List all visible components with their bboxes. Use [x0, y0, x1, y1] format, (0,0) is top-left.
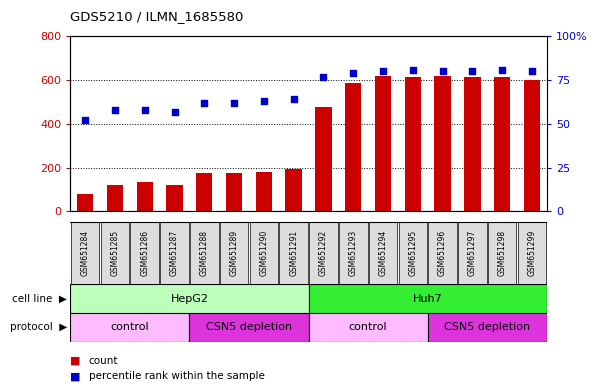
Text: GSM651293: GSM651293 — [349, 230, 357, 276]
FancyBboxPatch shape — [71, 222, 100, 284]
Point — [378, 68, 388, 74]
Bar — [107, 185, 123, 211]
Text: CSN5 depletion: CSN5 depletion — [206, 322, 292, 333]
FancyBboxPatch shape — [130, 222, 159, 284]
FancyBboxPatch shape — [518, 222, 546, 284]
FancyBboxPatch shape — [398, 222, 427, 284]
Text: GSM651299: GSM651299 — [527, 230, 536, 276]
Point — [527, 68, 537, 74]
Bar — [196, 173, 213, 211]
Bar — [464, 77, 481, 211]
Bar — [404, 77, 421, 211]
Text: GSM651298: GSM651298 — [498, 230, 507, 276]
FancyBboxPatch shape — [279, 222, 308, 284]
Bar — [70, 284, 309, 313]
Point — [229, 100, 239, 106]
Bar — [375, 76, 391, 211]
Point — [467, 68, 477, 74]
Text: control: control — [349, 322, 387, 333]
Bar — [309, 313, 428, 342]
Text: protocol  ▶: protocol ▶ — [10, 322, 67, 333]
Point — [170, 109, 180, 115]
Bar — [345, 83, 362, 211]
Point — [140, 107, 150, 113]
Point — [318, 74, 328, 80]
Point — [437, 68, 447, 74]
FancyBboxPatch shape — [309, 222, 338, 284]
Text: GSM651291: GSM651291 — [289, 230, 298, 276]
Text: GDS5210 / ILMN_1685580: GDS5210 / ILMN_1685580 — [70, 10, 244, 23]
Text: ■: ■ — [70, 371, 81, 381]
Text: percentile rank within the sample: percentile rank within the sample — [89, 371, 265, 381]
Text: GSM651288: GSM651288 — [200, 230, 209, 276]
FancyBboxPatch shape — [101, 222, 130, 284]
Text: GSM651297: GSM651297 — [468, 230, 477, 276]
Bar — [226, 173, 243, 211]
Bar — [309, 284, 547, 313]
Bar — [494, 77, 510, 211]
Bar — [77, 194, 93, 211]
Text: cell line  ▶: cell line ▶ — [12, 293, 67, 304]
Bar — [428, 313, 547, 342]
Bar — [70, 313, 189, 342]
Text: GSM651292: GSM651292 — [319, 230, 328, 276]
Bar — [255, 172, 272, 211]
Point — [408, 66, 418, 73]
Point — [497, 66, 507, 73]
FancyBboxPatch shape — [368, 222, 397, 284]
Text: count: count — [89, 356, 118, 366]
Text: GSM651296: GSM651296 — [438, 230, 447, 276]
Text: GSM651289: GSM651289 — [230, 230, 238, 276]
FancyBboxPatch shape — [190, 222, 219, 284]
Text: GSM651285: GSM651285 — [111, 230, 119, 276]
Text: Huh7: Huh7 — [413, 293, 442, 304]
Text: GSM651286: GSM651286 — [141, 230, 149, 276]
Point — [289, 96, 299, 103]
FancyBboxPatch shape — [488, 222, 516, 284]
FancyBboxPatch shape — [220, 222, 249, 284]
Text: HepG2: HepG2 — [170, 293, 208, 304]
Bar — [524, 80, 540, 211]
FancyBboxPatch shape — [160, 222, 189, 284]
Bar — [189, 313, 309, 342]
Text: GSM651295: GSM651295 — [408, 230, 417, 276]
Text: ■: ■ — [70, 356, 81, 366]
Text: GSM651294: GSM651294 — [379, 230, 387, 276]
Text: GSM651287: GSM651287 — [170, 230, 179, 276]
Text: CSN5 depletion: CSN5 depletion — [444, 322, 530, 333]
FancyBboxPatch shape — [428, 222, 457, 284]
FancyBboxPatch shape — [249, 222, 278, 284]
Point — [199, 100, 209, 106]
Point — [80, 117, 90, 123]
FancyBboxPatch shape — [339, 222, 368, 284]
Text: GSM651290: GSM651290 — [260, 230, 268, 276]
Point — [110, 107, 120, 113]
Text: control: control — [111, 322, 149, 333]
Point — [259, 98, 269, 104]
Bar — [285, 169, 302, 211]
Bar — [315, 108, 332, 211]
Text: GSM651284: GSM651284 — [81, 230, 90, 276]
Bar — [434, 76, 451, 211]
Bar — [166, 185, 183, 211]
Bar — [136, 182, 153, 211]
FancyBboxPatch shape — [458, 222, 487, 284]
Point — [348, 70, 358, 76]
